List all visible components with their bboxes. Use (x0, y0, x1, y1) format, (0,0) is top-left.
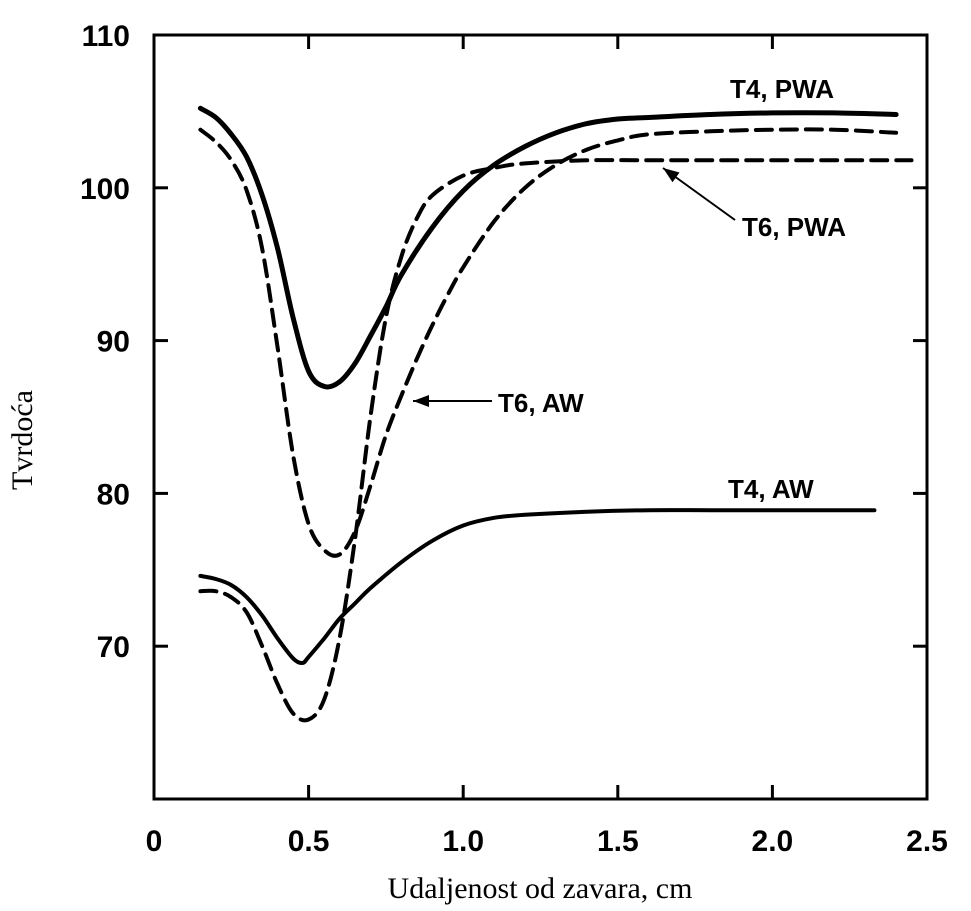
series-t4-pwa-dashed-line (198, 127, 899, 558)
x-tick-label-3: 1.5 (597, 825, 639, 858)
plot-frame (152, 33, 929, 801)
series-t6-pwa-line (198, 158, 914, 723)
y-tick-label-1: 80 (97, 478, 130, 511)
axis-tick-labels: 0 0.5 1.0 1.5 2.0 2.5 70 80 90 100 110 (80, 20, 948, 858)
y-tick-label-2: 90 (97, 326, 130, 359)
x-axis-title: Udaljenost od zavara, cm (388, 872, 693, 905)
y-tick-label-0: 70 (97, 631, 130, 664)
series-t4-pwa-line (197, 105, 899, 390)
x-tick-label-5: 2.5 (906, 825, 948, 858)
x-tick-label-1: 0.5 (288, 825, 330, 858)
axis-ticks (154, 35, 927, 799)
annotation-leaders (413, 167, 736, 407)
x-tick-label-2: 1.0 (442, 825, 484, 858)
t6-aw-leader-arrow (413, 395, 492, 407)
x-tick-label-4: 2.0 (752, 825, 794, 858)
y-tick-label-3: 100 (80, 173, 130, 206)
label-t4-pwa: T4, PWA (730, 74, 834, 104)
series-t4-aw-line (198, 508, 877, 666)
y-axis-title: Tvrdoća (6, 390, 39, 490)
label-t6-aw: T6, AW (498, 388, 584, 418)
label-t6-pwa: T6, PWA (742, 212, 846, 242)
y-tick-label-4: 110 (82, 20, 130, 53)
label-t4-aw: T4, AW (728, 474, 814, 504)
t6-pwa-leader-arrow (662, 167, 736, 221)
x-tick-label-0: 0 (146, 825, 163, 858)
series-curves (197, 105, 914, 723)
